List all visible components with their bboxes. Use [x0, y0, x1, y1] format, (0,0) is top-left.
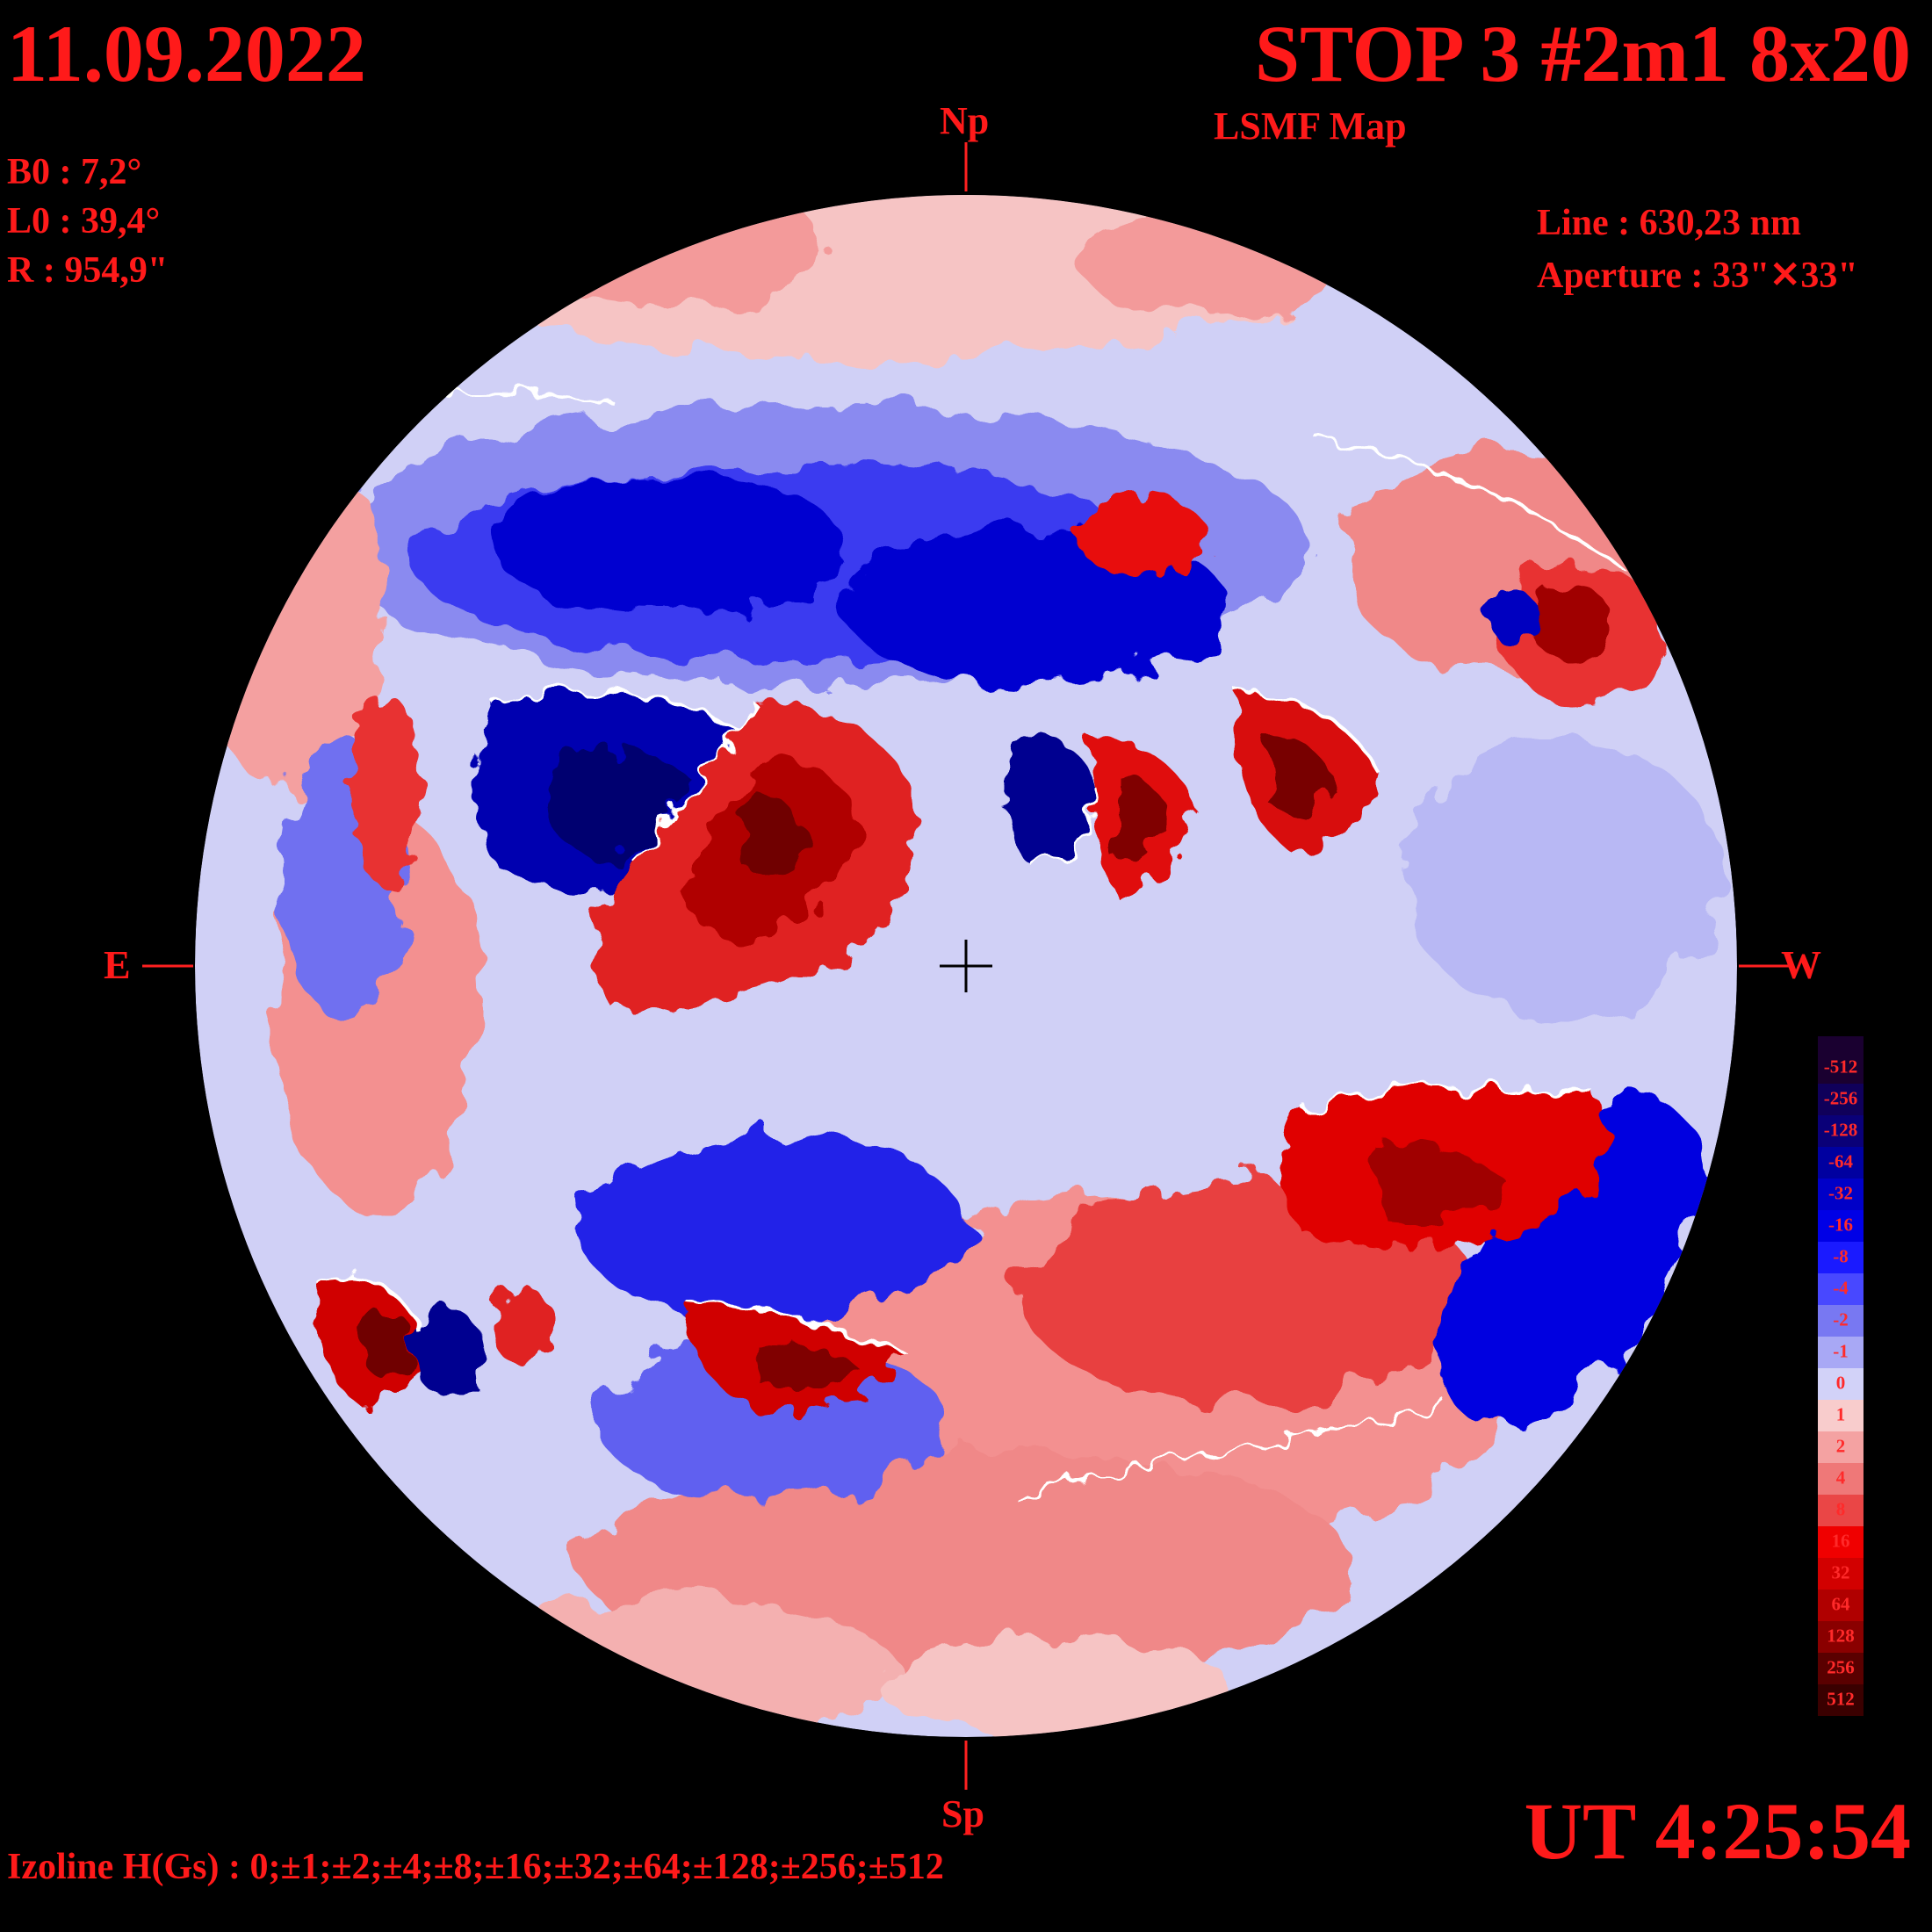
west-label: W	[1781, 942, 1821, 987]
legend-label: -16	[1828, 1214, 1853, 1235]
legend-swatch	[1818, 1147, 1864, 1179]
legend-swatch	[1818, 1305, 1864, 1337]
legend-label: 32	[1832, 1561, 1850, 1582]
solar-disk	[195, 195, 1737, 1737]
center-crosshair	[940, 940, 992, 992]
legend-swatch	[1818, 1210, 1864, 1242]
param-b0: B0 : 7,2°	[7, 152, 142, 192]
legend-label: 64	[1832, 1593, 1851, 1614]
legend-label: -64	[1828, 1150, 1853, 1171]
legend-swatch	[1818, 1495, 1864, 1526]
legend-label: 2	[1836, 1435, 1846, 1456]
active-regions	[314, 496, 1611, 1414]
legend-label: -1	[1833, 1340, 1849, 1361]
legend-swatch	[1818, 1115, 1864, 1147]
east-label: E	[104, 942, 131, 987]
legend-swatch	[1818, 1400, 1864, 1431]
legend-swatch	[1818, 1431, 1864, 1463]
legend-swatch	[1818, 1179, 1864, 1210]
param-radius: R : 954,9"	[7, 250, 169, 291]
legend-label: 1	[1836, 1403, 1846, 1424]
izoline-levels: Izoline H(Gs) : 0;±1;±2;±4;±8;±16;±32;±6…	[7, 1847, 944, 1887]
legend-swatch	[1818, 1653, 1864, 1684]
legend-swatch	[1818, 1368, 1864, 1400]
legend-swatch	[1818, 1684, 1864, 1716]
universal-time: UT 4:25:54	[1524, 1786, 1911, 1876]
legend-label: 128	[1827, 1625, 1855, 1646]
legend-swatch	[1818, 1052, 1864, 1084]
legend-label: -128	[1824, 1119, 1858, 1140]
legend-swatch	[1818, 1084, 1864, 1115]
map-subtitle: LSMF Map	[1214, 105, 1407, 148]
south-pole-label: Sp	[941, 1792, 984, 1835]
observation-date: 11.09.2022	[7, 9, 366, 98]
compass-ticks	[142, 142, 1790, 1790]
param-l0: L0 : 39,4°	[7, 201, 161, 242]
map-title: STOP 3 #2m1 8x20	[1254, 9, 1911, 98]
legend-cap-top	[1818, 1036, 1864, 1052]
legend-label: -512	[1824, 1056, 1858, 1077]
legend-label: -256	[1824, 1087, 1858, 1108]
color-scale-legend: -512 -256 -128 -64 -32 -16 -8 -4 -2 -1 0 1 2 4 8 16 32 64…	[1818, 1036, 1864, 1716]
legend-label: 16	[1832, 1530, 1850, 1551]
spectral-line: Line : 630,23 nm	[1537, 203, 1802, 243]
legend-label: -8	[1833, 1245, 1849, 1266]
legend-swatch	[1818, 1558, 1864, 1590]
legend-swatch	[1818, 1590, 1864, 1621]
aperture: Aperture : 33"✕33"	[1537, 256, 1858, 296]
legend-swatch	[1818, 1621, 1864, 1653]
legend-label: 8	[1836, 1498, 1846, 1519]
legend-label: 256	[1827, 1656, 1855, 1677]
legend-label: 4	[1836, 1467, 1846, 1488]
legend-label: -32	[1828, 1182, 1853, 1203]
legend-swatch	[1818, 1273, 1864, 1305]
legend-swatch	[1818, 1242, 1864, 1273]
legend-label: -4	[1833, 1277, 1849, 1298]
north-pole-label: Np	[940, 99, 990, 142]
legend-label: 0	[1836, 1372, 1846, 1393]
legend-swatch	[1818, 1463, 1864, 1495]
legend-label: -2	[1833, 1308, 1849, 1330]
legend-swatch	[1818, 1526, 1864, 1558]
legend-swatch	[1818, 1337, 1864, 1368]
legend-label: 512	[1827, 1688, 1855, 1709]
